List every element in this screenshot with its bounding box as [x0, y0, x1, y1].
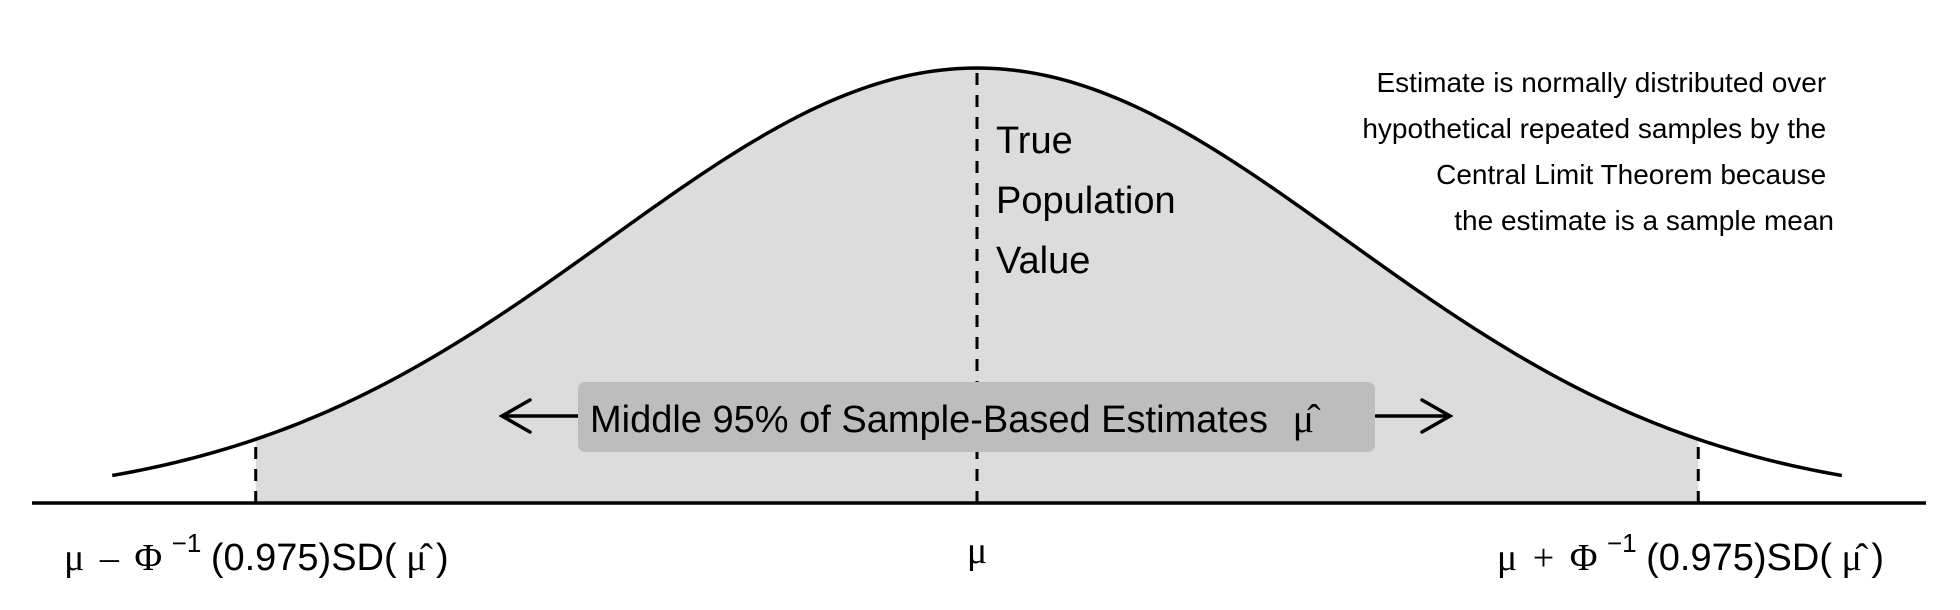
- annotation-line: hypothetical repeated samples by the: [1362, 113, 1826, 144]
- lower-close-paren: ): [436, 537, 449, 579]
- lower-estimate-symbol: μ̂: [406, 537, 433, 579]
- annotation-line: Estimate is normally distributed over: [1376, 67, 1826, 98]
- clt-annotation: Estimate is normally distributed over hy…: [1362, 67, 1834, 236]
- upper-argument: (0.975)SD(: [1646, 537, 1832, 579]
- lower-operator: –: [99, 537, 120, 579]
- interval-label: Middle 95% of Sample-Based Estimates μ̂: [590, 396, 1321, 441]
- upper-operator: +: [1533, 537, 1554, 579]
- mean-label: True Population Value: [996, 120, 1186, 282]
- left-arrow: [498, 398, 580, 434]
- tick-label-mu: μ: [967, 530, 987, 572]
- interval-label-text: Middle 95% of Sample-Based Estimates: [590, 399, 1268, 441]
- mean-label-line: True: [996, 120, 1073, 162]
- mean-label-line: Population: [996, 180, 1176, 222]
- right-arrow: [1374, 398, 1454, 434]
- mean-label-line: Value: [996, 240, 1090, 282]
- lower-mu: μ: [64, 537, 84, 579]
- upper-estimate-symbol: μ̂: [1841, 537, 1868, 579]
- lower-phi: Φ: [134, 537, 162, 579]
- annotation-line: the estimate is a sample mean: [1454, 205, 1834, 236]
- upper-close-paren: ): [1871, 537, 1884, 579]
- interval-label-box: [578, 382, 1375, 452]
- annotation-line: Central Limit Theorem because: [1436, 159, 1826, 190]
- upper-superscript: −1: [1607, 528, 1637, 558]
- upper-mu: μ: [1497, 537, 1517, 579]
- upper-phi: Φ: [1570, 537, 1598, 579]
- lower-superscript: −1: [172, 528, 202, 558]
- normal-density-curve: [111, 66, 1843, 478]
- tick-label-upper-bound: μ + Φ −1 (0.975)SD( μ̂ ): [1497, 519, 1884, 579]
- tick-label-lower-bound: μ – Φ −1 (0.975)SD( μ̂ ): [64, 519, 449, 579]
- lower-argument: (0.975)SD(: [211, 537, 397, 579]
